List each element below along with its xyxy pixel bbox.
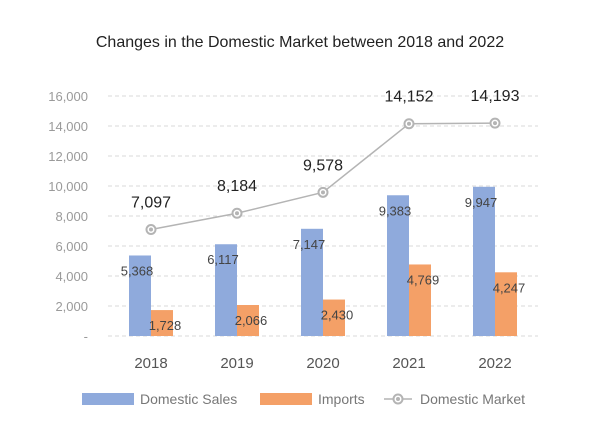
legend: Domestic Sales Imports Domestic Market [82,391,525,407]
y-tick-label: 6,000 [55,239,88,254]
gridlines [108,95,538,337]
line-value-label: 8,184 [217,178,257,195]
bar-value-label: 2,430 [321,308,354,323]
bar-value-label: 7,147 [293,237,326,252]
line-marker-dot [149,227,153,232]
domestic-market-line [145,117,501,236]
legend-label: Imports [318,391,365,407]
line-marker-dot [493,121,497,126]
x-tick-label: 2020 [306,355,339,372]
legend-marker-dot [396,397,400,401]
bar-domestic-sales [387,195,409,336]
legend-swatch [260,393,312,405]
bar-value-label: 4,247 [493,280,526,295]
bar-value-label: 9,947 [465,195,498,210]
bar-imports [237,305,259,336]
bar-domestic-sales [301,228,323,336]
chart-title: Changes in the Domestic Market between 2… [96,34,504,51]
line-value-label: 9,578 [303,157,343,174]
bar-domestic-sales [215,244,237,336]
bar-value-label: 6,117 [207,252,239,267]
legend-swatch [82,393,134,405]
x-tick-label: 2021 [392,355,425,372]
bar-domestic-sales [473,186,495,336]
line-path [150,122,496,231]
bar-imports [151,310,173,336]
y-tick-label: 14,000 [48,119,88,134]
bar-imports [495,272,517,336]
bar-value-label: 1,728 [149,318,182,333]
line-value-label: 7,097 [131,195,171,212]
legend-label: Domestic Sales [140,391,237,407]
bar-value-label: 9,383 [379,203,412,218]
line-marker-dot [235,211,239,216]
bar-value-label: 5,368 [121,263,154,278]
bar-imports [323,299,345,336]
bars [129,186,517,336]
line-marker-dot [321,190,325,195]
bar-value-label: 2,066 [235,313,268,328]
y-tick-label: 2,000 [55,299,88,314]
y-tick-label: 8,000 [55,209,88,224]
legend-label: Domestic Market [420,391,525,407]
y-tick-label: 4,000 [55,269,88,284]
data-labels: 5,368 1,728 6,117 2,066 7,147 2,430 9,383 4,769… [121,88,526,333]
y-tick-label: 16,000 [48,89,88,104]
y-axis-ticks: - 2,000 4,000 6,000 8,000 10,000 12,000 14,000 1… [48,89,88,344]
x-tick-label: 2022 [478,355,511,372]
y-tick-label: 10,000 [48,179,88,194]
line-value-label: 14,152 [385,89,434,106]
x-tick-label: 2019 [220,355,253,372]
line-marker-dot [407,121,411,126]
y-tick-label: 12,000 [48,149,88,164]
bar-value-label: 4,769 [407,272,440,287]
y-tick-label: - [84,329,88,344]
line-value-label: 14,193 [471,88,520,105]
x-tick-label: 2018 [134,355,167,372]
x-axis-ticks: 2018 2019 2020 2021 2022 [134,355,511,372]
bar-imports [409,264,431,336]
bar-domestic-sales [129,255,151,336]
